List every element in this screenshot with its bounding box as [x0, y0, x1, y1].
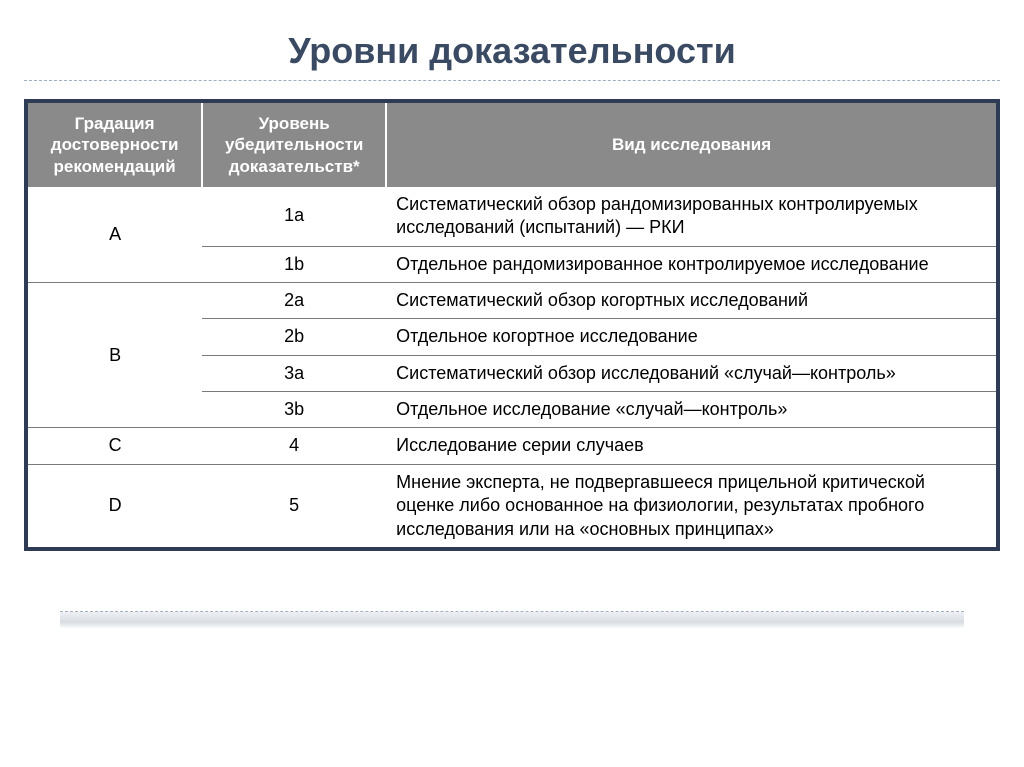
cell-grade: B [28, 282, 202, 428]
cell-level: 3a [202, 355, 386, 391]
cell-desc: Мнение эксперта, не подвергавшееся прице… [386, 464, 996, 547]
cell-level: 1a [202, 187, 386, 246]
title-divider [24, 80, 1000, 81]
cell-desc: Отдельное когортное исследование [386, 319, 996, 355]
cell-level: 4 [202, 428, 386, 464]
table-row: B 2a Систематический обзор когортных исс… [28, 282, 996, 318]
cell-desc: Систематический обзор когортных исследов… [386, 282, 996, 318]
bottom-shadow [60, 611, 964, 629]
cell-level: 5 [202, 464, 386, 547]
table-row: D 5 Мнение эксперта, не подвергавшееся п… [28, 464, 996, 547]
header-level: Уровень убедительности доказательств* [202, 103, 386, 187]
table-header-row: Градация достоверности рекомендаций Уров… [28, 103, 996, 187]
cell-desc: Отдельное исследование «случай—контроль» [386, 392, 996, 428]
cell-level: 2a [202, 282, 386, 318]
table-row: A 1a Систематический обзор рандомизирова… [28, 187, 996, 246]
cell-desc: Отдельное рандомизированное контролируем… [386, 246, 996, 282]
evidence-table: Градация достоверности рекомендаций Уров… [28, 103, 996, 547]
bottom-decoration [60, 611, 964, 629]
cell-level: 3b [202, 392, 386, 428]
cell-level: 1b [202, 246, 386, 282]
cell-level: 2b [202, 319, 386, 355]
slide-title: Уровни доказательности [20, 30, 1004, 72]
cell-grade: D [28, 464, 202, 547]
table-row: C 4 Исследование серии случаев [28, 428, 996, 464]
cell-grade: A [28, 187, 202, 283]
header-grade: Градация достоверности рекомендаций [28, 103, 202, 187]
evidence-table-frame: Градация достоверности рекомендаций Уров… [24, 99, 1000, 551]
cell-grade: C [28, 428, 202, 464]
header-type: Вид исследования [386, 103, 996, 187]
cell-desc: Систематический обзор рандомизированных … [386, 187, 996, 246]
cell-desc: Исследование серии случаев [386, 428, 996, 464]
cell-desc: Систематический обзор исследований «случ… [386, 355, 996, 391]
